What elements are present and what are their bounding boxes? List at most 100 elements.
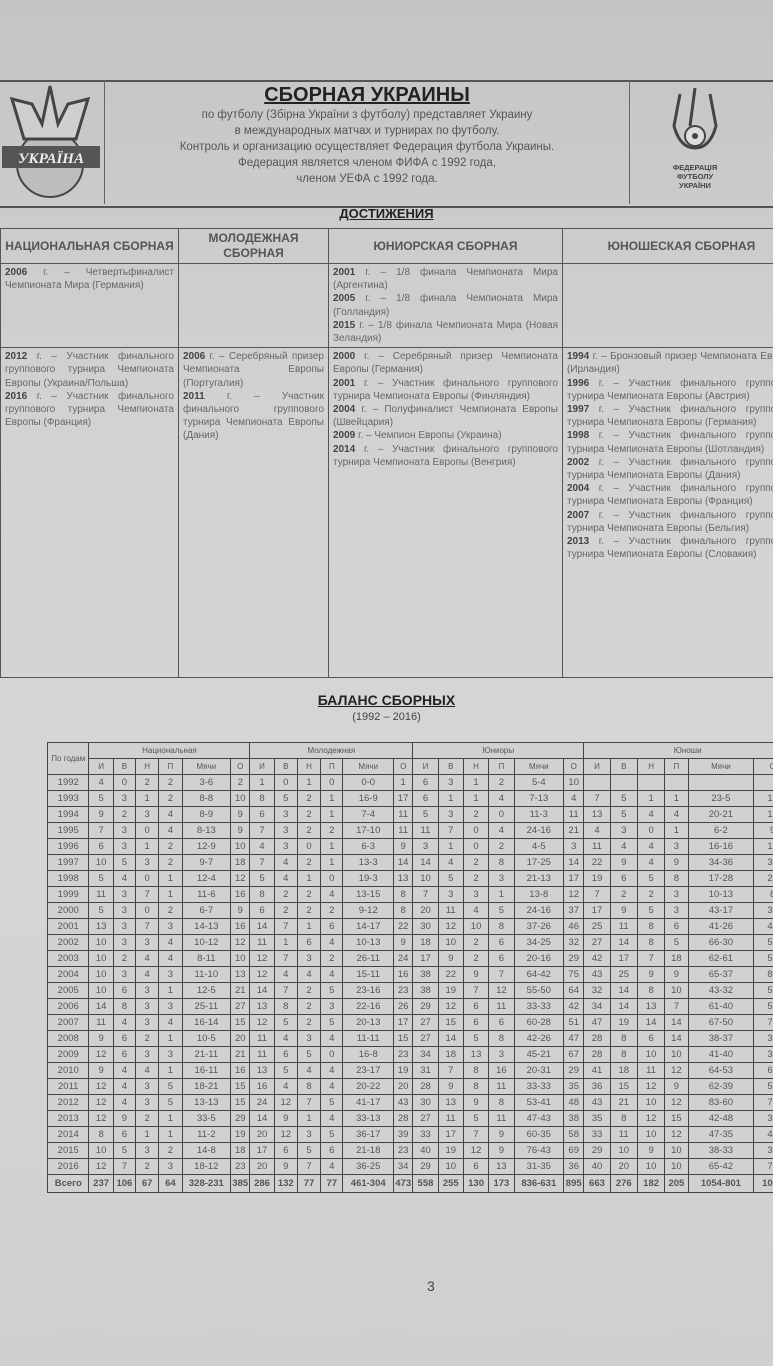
mol-cell: 41-17 [342, 1094, 395, 1111]
jun-cell: 255 [437, 1174, 464, 1193]
mol-cell: 12 [273, 1094, 298, 1111]
mol-cell: 28 [393, 1110, 414, 1127]
table-row: 2004 10 3 4 3 11-10 13 12 4 4 4 15-11 16 38 22 9 7 64-42 7… [46, 966, 773, 983]
nat-cell: 4 [158, 806, 183, 823]
nat-cell: 3 [135, 934, 160, 951]
jun-cell: 38 [563, 1110, 585, 1127]
table-row: 1992 4 0 2 2 3-6 2 1 0 1 0 0-0 1 6 3 1 2 5-4 10 [46, 774, 773, 791]
mol-cell: 1 [393, 774, 414, 791]
mol-cell: 2 [320, 950, 344, 967]
year-cell: 2014 [46, 1126, 90, 1143]
you-cell: 22 [583, 854, 611, 871]
mol-cell: 11 [393, 806, 414, 823]
header-text-block: СБОРНАЯ УКРАИНЫ по футболу (Збірна Украї… [104, 80, 630, 204]
jun-cell: 1 [462, 774, 490, 791]
mol-cell: 6 [296, 934, 322, 951]
mol-cell: 2 [296, 854, 322, 871]
balance-subtitle: (1992 – 2016) [352, 711, 421, 723]
nat-cell: 9 [88, 806, 114, 823]
jun-cell: 5 [462, 1030, 490, 1047]
group-header: Юниоры [412, 742, 585, 759]
achievement-text: г. – Полуфиналист Чемпионата Европы (Шве… [333, 404, 558, 429]
you-cell: 16 [753, 838, 773, 855]
nat-cell: 16-11 [181, 1062, 232, 1079]
nat-cell: 9 [88, 1030, 114, 1047]
mol-cell: 6 [249, 806, 275, 823]
mol-cell: 20 [393, 1078, 414, 1095]
mol-cell: 4 [320, 966, 344, 983]
jun-cell: 9 [437, 1078, 464, 1095]
nat-cell: 6 [112, 1126, 137, 1143]
achievement-text: г. – Участник финального группового турн… [567, 404, 773, 429]
achievement-entry: 2007 г. – Участник финального группового… [567, 509, 773, 535]
mol-cell: 14 [249, 982, 275, 999]
table-row: 2013 12 9 2 1 33-5 29 14 9 1 4 33-13 28 27 11 5 11 47-43 3… [46, 1110, 773, 1127]
jun-cell: 12 [462, 1142, 490, 1159]
mol-cell: 4 [296, 966, 322, 983]
you-cell: 10 [664, 1158, 689, 1175]
nat-cell: 10 [230, 838, 251, 855]
achievement-year: 2001 [333, 377, 356, 389]
nat-cell: 11-6 [181, 886, 232, 903]
table-row: 1997 10 5 3 2 9-7 18 7 4 2 1 13-3 14 14 4 2 8 17-25 14 22 9 4… [46, 854, 773, 871]
jun-cell: 30 [412, 1094, 439, 1111]
you-cell: 1 [636, 790, 666, 807]
mol-cell: 8 [393, 886, 414, 903]
you-cell: 42 [583, 950, 611, 967]
achievements-cell [178, 262, 329, 349]
nat-cell: 21-11 [181, 1046, 232, 1063]
subcolumn-header: В [112, 758, 137, 775]
you-cell: 25 [609, 966, 638, 983]
subcolumn-header: О [563, 758, 585, 775]
you-cell: 19 [583, 870, 611, 887]
mol-cell: 2 [273, 902, 298, 919]
nat-cell: 8 [88, 1126, 114, 1143]
jun-cell: 17-25 [513, 854, 565, 871]
achievement-entry: 2015 г. – 1/8 финала Чемпионата Мира (Но… [333, 319, 558, 345]
mol-cell: 4 [296, 1062, 322, 1079]
you-cell: 12 [664, 1094, 689, 1111]
nat-cell: 237 [88, 1174, 114, 1193]
nat-cell: 9 [112, 1110, 137, 1127]
you-cell: 10 [636, 1158, 666, 1175]
achievement-entry: 2011 г. – Участник финального группового… [183, 390, 324, 443]
jun-cell: 7 [412, 886, 439, 903]
you-cell: 10-13 [687, 886, 755, 903]
nat-cell: 23 [230, 1158, 251, 1175]
jun-cell: 29 [563, 1062, 585, 1079]
achievement-entry: 2006 г. – Четвертьфиналист Чемпионата Ми… [5, 266, 174, 292]
year-cell: 2003 [46, 950, 90, 967]
year-cell: 1993 [46, 790, 90, 807]
nat-cell: 3 [112, 918, 137, 935]
mol-cell: 4 [273, 854, 298, 871]
mol-cell: 26-11 [342, 950, 395, 967]
you-cell: 5 [636, 902, 666, 919]
you-cell: 9 [636, 1142, 666, 1159]
nat-cell: 14-8 [181, 1142, 232, 1159]
mol-cell: 12 [249, 966, 275, 983]
mol-cell: 16-9 [342, 790, 395, 807]
mol-cell: 3 [273, 822, 298, 839]
achievements-cell: 2001 г. – 1/8 финала Чемпионата Мира (Ар… [328, 262, 563, 349]
nat-cell: 9 [230, 902, 251, 919]
you-cell: 3 [664, 838, 689, 855]
nat-cell: 0 [135, 870, 160, 887]
nat-cell: 5 [158, 1094, 183, 1111]
year-cell: 2010 [46, 1062, 90, 1079]
nat-cell: 8-8 [181, 790, 232, 807]
mol-cell: 5 [296, 1142, 322, 1159]
you-cell: 8 [609, 1030, 638, 1047]
you-cell: 9 [609, 902, 638, 919]
achievement-year: 2015 [333, 319, 356, 331]
you-cell: 276 [609, 1174, 638, 1193]
nat-cell: 1 [158, 1110, 183, 1127]
mol-cell: 0 [273, 774, 298, 791]
you-cell: 55 [753, 998, 773, 1015]
nat-cell: 13 [230, 966, 251, 983]
jun-cell: 5 [462, 1110, 490, 1127]
you-cell: 58 [753, 950, 773, 967]
you-cell: 18 [664, 950, 689, 967]
nat-cell: 106 [112, 1174, 137, 1193]
header-line: Федерация является членом ФИФА с 1992 го… [238, 157, 496, 169]
mol-cell: 0-0 [342, 774, 395, 791]
